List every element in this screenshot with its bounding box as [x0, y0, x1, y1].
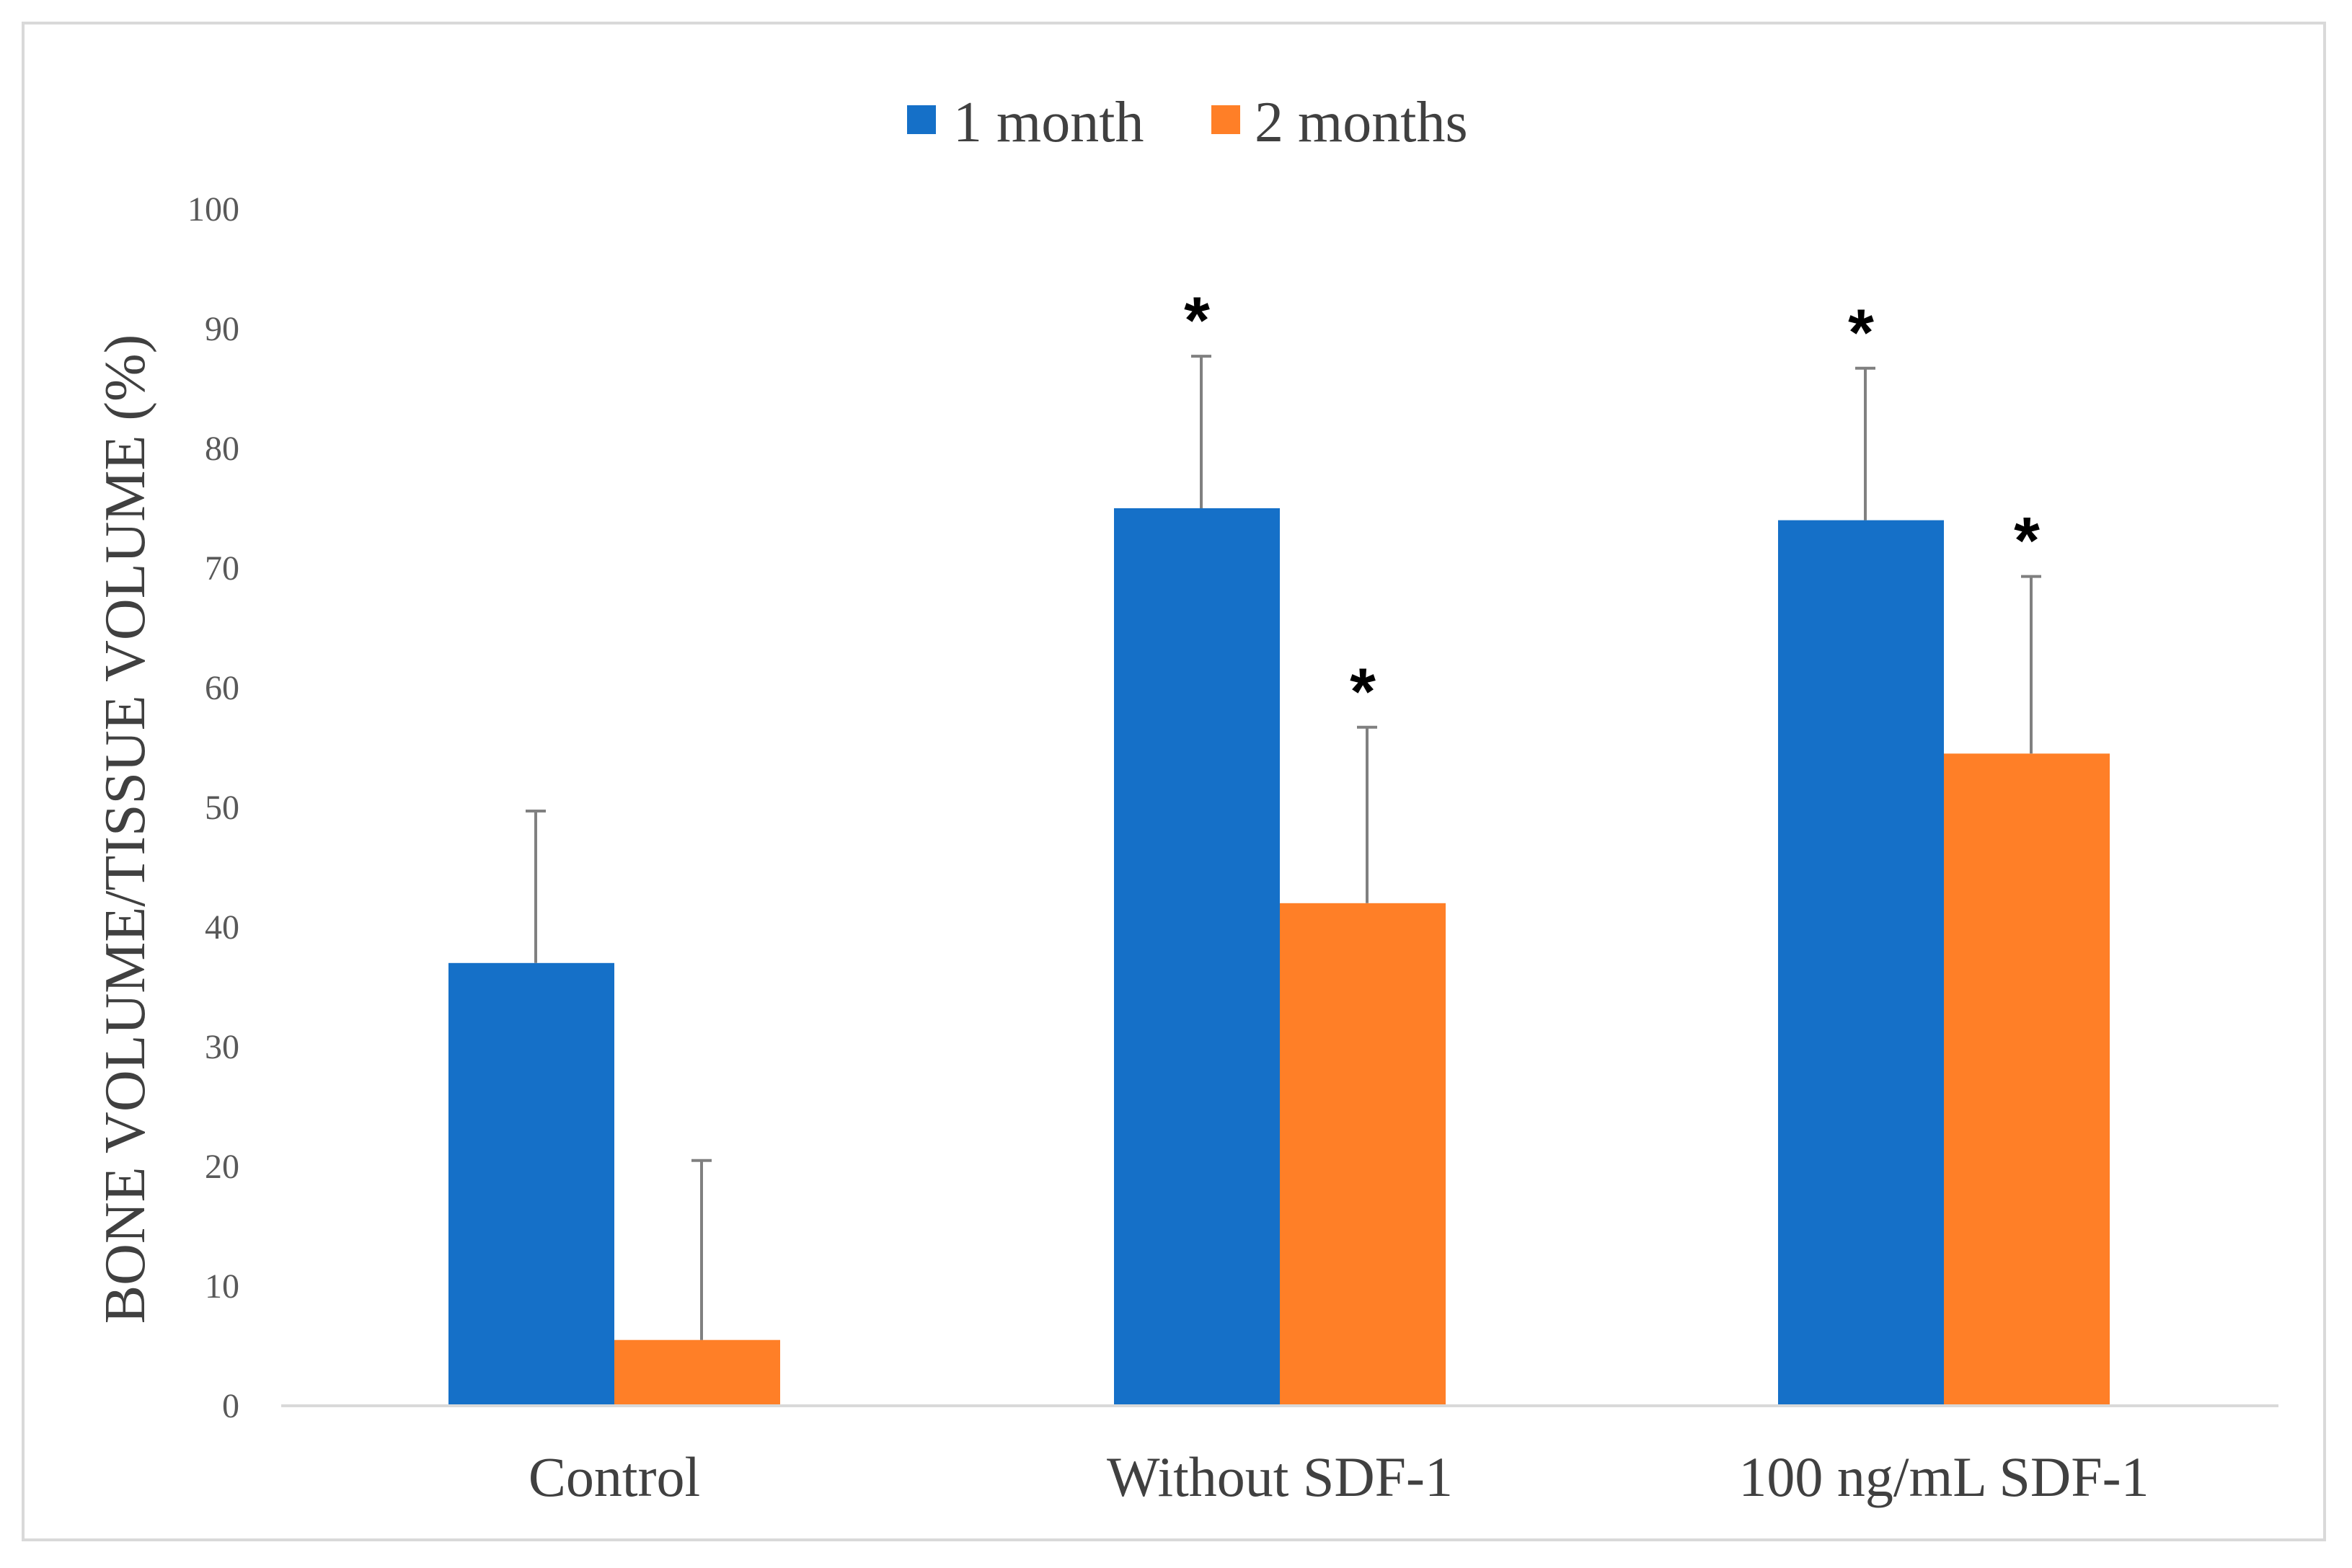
bar-2-months-0 [614, 1339, 780, 1406]
significance-marks: * * * * [1184, 284, 2040, 729]
bars [448, 508, 2110, 1406]
x-category-label: Without SDF-1 [1107, 1445, 1453, 1508]
bar-1-month-1 [1114, 508, 1280, 1406]
y-tick-label: 50 [205, 789, 239, 827]
legend-swatch-1-month [907, 105, 936, 134]
bar-2-months-1 [1280, 903, 1446, 1406]
legend: 1 month 2 months [907, 91, 1468, 154]
y-tick-label: 30 [205, 1028, 239, 1066]
x-category-label: 100 ng/mL SDF-1 [1738, 1445, 2149, 1508]
y-tick-label: 80 [205, 430, 239, 468]
y-tick-label: 60 [205, 669, 239, 707]
significance-mark: * [2014, 505, 2040, 578]
x-axis-categories: Control Without SDF-1 100 ng/mL SDF-1 [529, 1445, 2149, 1508]
bar-1-month-2 [1778, 520, 1944, 1406]
y-tick-label: 40 [205, 908, 239, 947]
bar-2-months-2 [1944, 753, 2110, 1406]
y-axis-title: BONE VOLUME/TISSUE VOLUME (%) [94, 335, 157, 1324]
bar-1-month-0 [448, 962, 614, 1406]
significance-mark: * [1350, 655, 1376, 729]
legend-swatch-2-months [1211, 105, 1240, 134]
legend-label-2-months: 2 months [1255, 91, 1468, 154]
y-axis-ticks: 0 10 20 30 40 50 60 70 80 90 100 [187, 190, 239, 1425]
y-tick-label: 0 [222, 1387, 239, 1425]
y-tick-label: 20 [205, 1148, 239, 1186]
y-tick-label: 90 [205, 310, 239, 348]
error-bars [526, 355, 2041, 1340]
significance-mark: * [1184, 284, 1210, 358]
y-tick-label: 10 [205, 1267, 239, 1306]
y-tick-label: 70 [205, 549, 239, 588]
legend-label-1-month: 1 month [953, 91, 1144, 154]
y-tick-label: 100 [187, 190, 239, 229]
x-category-label: Control [529, 1445, 700, 1508]
significance-mark: * [1848, 296, 1874, 370]
